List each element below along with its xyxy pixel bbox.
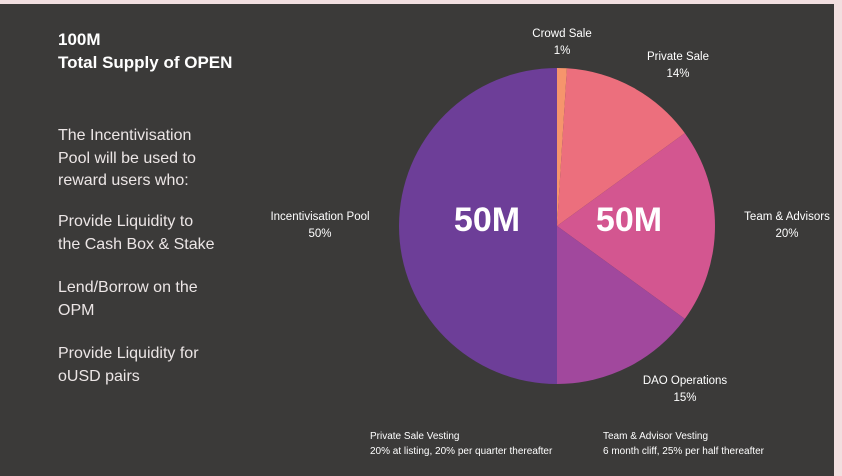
pie-slices [399, 68, 715, 384]
note-title: Team & Advisor Vesting [603, 431, 709, 442]
intro-line: Pool will be used to [58, 149, 196, 167]
point-lend-borrow: Lend/Borrow on the OPM [58, 277, 248, 322]
slice-percent-label: 50% [308, 228, 331, 240]
pie-slice-team-advisors [557, 133, 715, 319]
slice-name-label: Private Sale [647, 51, 709, 63]
private-sale-vesting-note: Private Sale Vesting 20% at listing, 20%… [370, 430, 552, 459]
note-detail: 20% at listing, 20% per quarter thereaft… [370, 445, 553, 457]
pie-slice-private-sale [557, 68, 685, 226]
slice-percent-label: 14% [666, 68, 689, 80]
slice-name-label: Team & Advisors [744, 211, 830, 223]
slice-name-label: Incentivisation Pool [270, 211, 369, 223]
slice-percent-label: 20% [775, 228, 798, 240]
total-supply-label: Total Supply of OPEN [58, 53, 233, 72]
headline: 100M Total Supply of OPEN [58, 28, 232, 74]
team-vesting-note: Team & Advisor Vesting 6 month cliff, 25… [603, 430, 764, 459]
intro-line: The Incentivisation [58, 127, 192, 144]
point-line: Lend/Borrow on the [58, 279, 198, 296]
slice-percent-label: 1% [554, 45, 571, 57]
point-liquidity-ousd: Provide Liquidity for oUSD pairs [58, 343, 248, 388]
slice-name-label: Crowd Sale [532, 28, 591, 40]
point-line: OPM [58, 301, 95, 319]
pie-slice-crowd-sale [557, 68, 567, 226]
intro-line: reward users who: [58, 172, 189, 189]
intro-paragraph: The Incentivisation Pool will be used to… [58, 125, 248, 193]
point-line: Provide Liquidity to [58, 213, 194, 230]
point-line: oUSD pairs [58, 367, 140, 385]
right-half-amount: 50M [596, 201, 662, 239]
pie-slice-dao-operations [557, 226, 685, 384]
note-detail: 6 month cliff, 25% per half thereafter [603, 445, 765, 457]
pie-slice-incentivisation-pool [399, 68, 557, 384]
point-line: Provide Liquidity for [58, 345, 199, 362]
point-liquidity-stake: Provide Liquidity to the Cash Box & Stak… [58, 211, 248, 256]
total-supply-amount: 100M [58, 30, 101, 49]
pie-slice-labels: Crowd Sale 1% Private Sale 14% Team & Adviso… [270, 28, 830, 404]
point-line: the Cash Box & Stake [58, 235, 215, 253]
slice-name-label: DAO Operations [643, 375, 728, 387]
left-half-amount: 50M [454, 201, 520, 239]
note-title: Private Sale Vesting [370, 431, 460, 442]
slice-percent-label: 15% [673, 392, 696, 404]
